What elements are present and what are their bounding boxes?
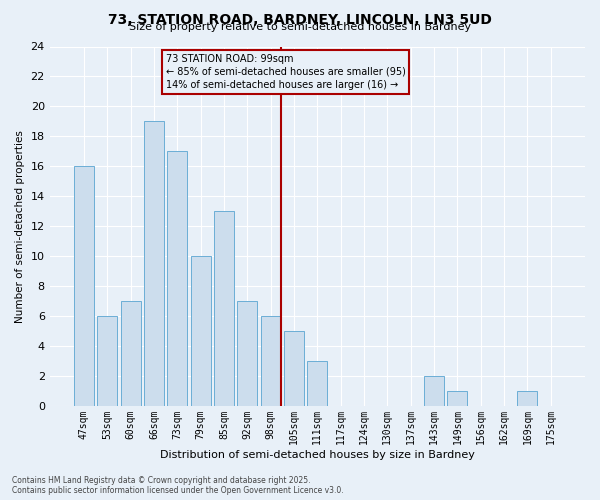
Bar: [144, 122, 164, 406]
Bar: [307, 362, 327, 406]
Bar: [517, 392, 538, 406]
Text: Contains HM Land Registry data © Crown copyright and database right 2025.
Contai: Contains HM Land Registry data © Crown c…: [12, 476, 344, 495]
Bar: [97, 316, 117, 406]
Text: 73, STATION ROAD, BARDNEY, LINCOLN, LN3 5UD: 73, STATION ROAD, BARDNEY, LINCOLN, LN3 …: [108, 12, 492, 26]
Bar: [448, 392, 467, 406]
Bar: [214, 212, 234, 406]
Bar: [284, 332, 304, 406]
Bar: [121, 302, 140, 406]
Bar: [74, 166, 94, 406]
Bar: [167, 152, 187, 406]
Text: Size of property relative to semi-detached houses in Bardney: Size of property relative to semi-detach…: [129, 22, 471, 32]
Bar: [238, 302, 257, 406]
X-axis label: Distribution of semi-detached houses by size in Bardney: Distribution of semi-detached houses by …: [160, 450, 475, 460]
Bar: [191, 256, 211, 406]
Y-axis label: Number of semi-detached properties: Number of semi-detached properties: [15, 130, 25, 323]
Bar: [424, 376, 444, 406]
Bar: [261, 316, 281, 406]
Text: 73 STATION ROAD: 99sqm
← 85% of semi-detached houses are smaller (95)
14% of sem: 73 STATION ROAD: 99sqm ← 85% of semi-det…: [166, 54, 406, 90]
